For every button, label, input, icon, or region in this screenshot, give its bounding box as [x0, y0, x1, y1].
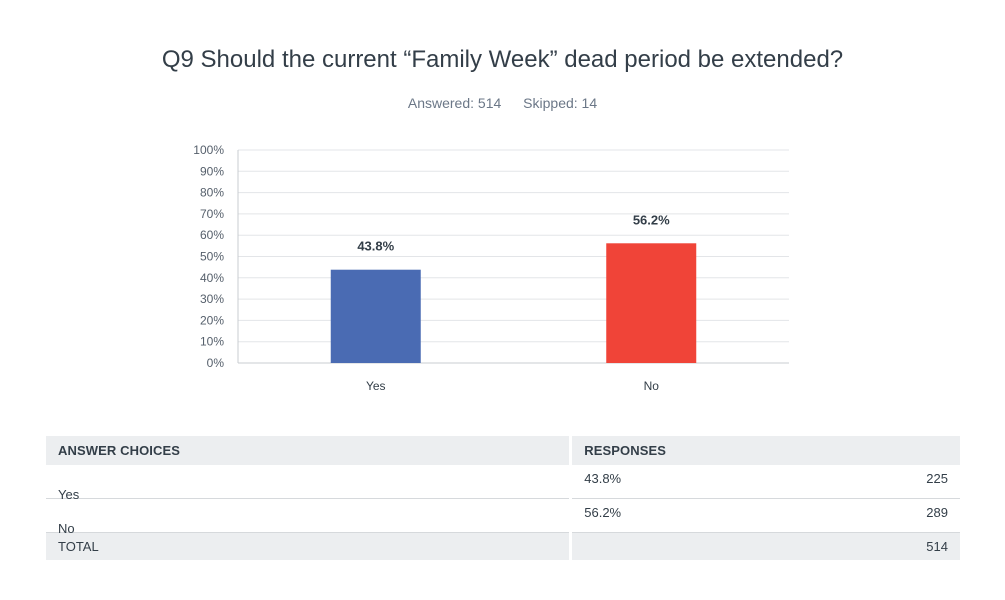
data-label: 43.8% [357, 239, 394, 254]
y-tick-label: 10% [200, 335, 224, 349]
y-tick-label: 60% [200, 228, 224, 242]
y-tick-label: 30% [200, 292, 224, 306]
table-total-row: TOTAL 514 [46, 533, 960, 560]
table-header-row: ANSWER CHOICES RESPONSES [46, 436, 960, 465]
response-stats: Answered: 514 Skipped: 14 [0, 95, 1005, 111]
y-tick-label: 50% [200, 250, 224, 264]
y-tick-label: 70% [200, 207, 224, 221]
table-row: Yes 43.8% 225 [46, 465, 960, 502]
data-label: 56.2% [633, 212, 670, 227]
header-answer-choices: ANSWER CHOICES [46, 436, 570, 465]
bar-yes [330, 269, 421, 363]
y-tick-label: 20% [200, 313, 224, 327]
x-tick-label: Yes [366, 379, 386, 393]
y-tick-label: 40% [200, 271, 224, 285]
response-count-no: 289 [926, 505, 948, 520]
total-label: TOTAL [46, 533, 570, 560]
response-count-yes: 225 [926, 471, 948, 486]
bar-chart: 0% 10% 20% 30% 40% 50% 60% 70% 80% 90% 100% 43.8% Ye… [193, 143, 789, 393]
header-responses: RESPONSES [572, 436, 960, 465]
responses-table: ANSWER CHOICES RESPONSES Yes 43.8% 225 N… [46, 436, 960, 560]
table-row: No 56.2% 289 [46, 499, 960, 536]
answer-choice-no: No [58, 521, 75, 536]
bar-no [606, 243, 697, 363]
y-tick-label: 90% [200, 164, 224, 178]
x-tick-label: No [644, 379, 660, 393]
answer-choice-yes: Yes [58, 487, 80, 502]
total-count: 514 [926, 539, 948, 554]
y-tick-label: 80% [200, 186, 224, 200]
y-tick-label: 0% [207, 356, 225, 370]
answered-count: Answered: 514 [407, 95, 502, 111]
response-percent-no: 56.2% [584, 505, 622, 520]
response-percent-yes: 43.8% [584, 471, 622, 486]
chart-title: Q9 Should the current “Family Week” dead… [161, 46, 844, 73]
y-tick-label: 100% [193, 143, 224, 157]
skipped-count: Skipped: 14 [523, 95, 598, 111]
